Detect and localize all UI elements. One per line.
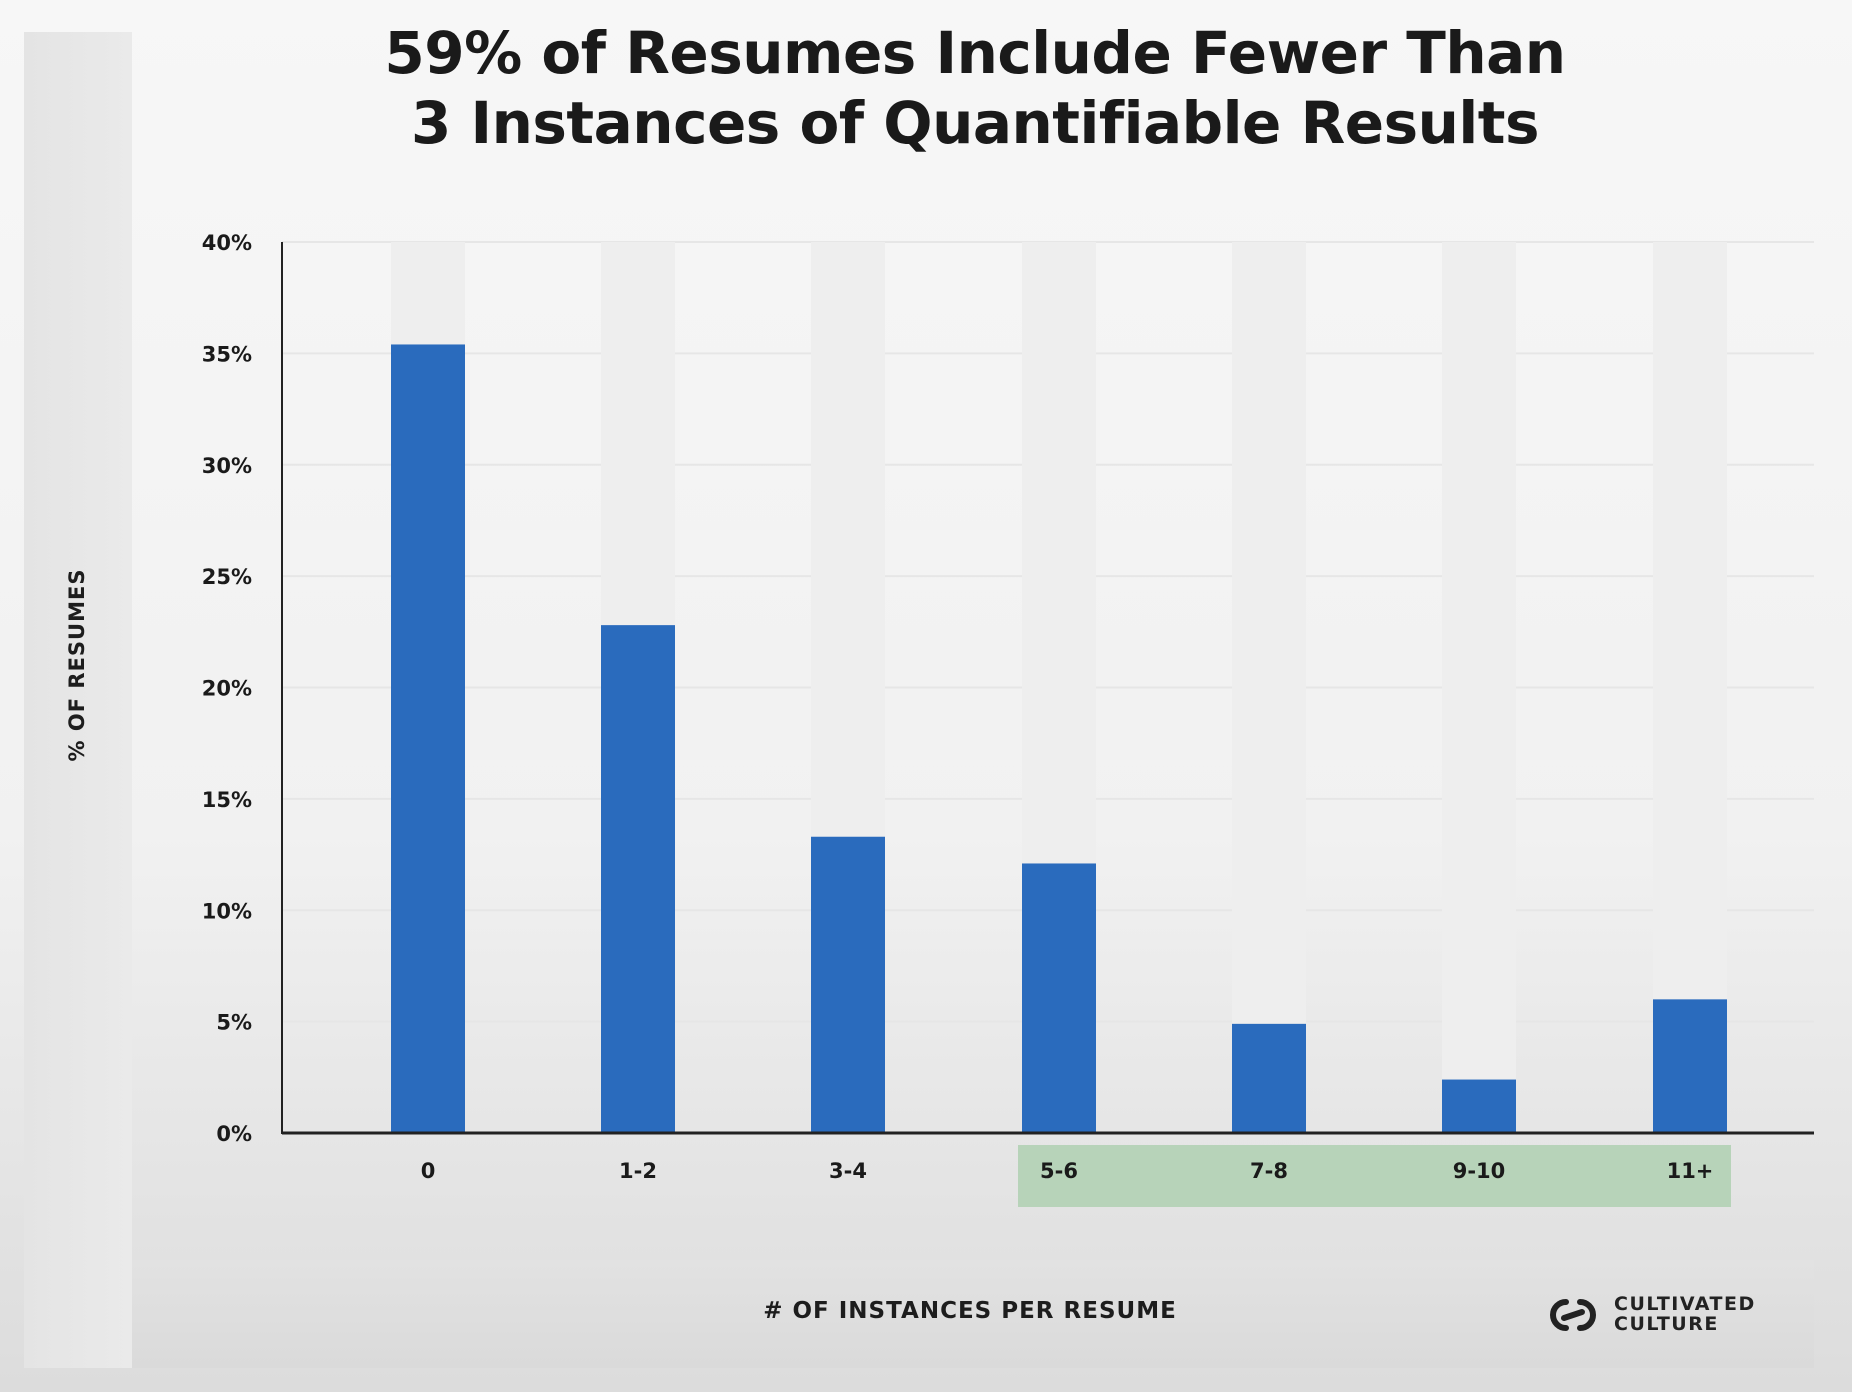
bar-3 <box>1022 863 1096 1133</box>
brand-name-line-2: CULTURE <box>1614 1313 1719 1335</box>
y-tick-label-3: 15% <box>202 788 252 812</box>
bar-4 <box>1232 1023 1306 1133</box>
y-axis-panel <box>24 32 132 1368</box>
brand-logo: CULTIVATED CULTURE <box>1544 1290 1784 1340</box>
y-tick-label-7: 35% <box>202 342 252 366</box>
x-tick-label-5: 9-10 <box>1453 1159 1506 1183</box>
y-tick-labels: 0% 5% 10% 15% 20% 25% 30% 35% 40% <box>202 231 252 1146</box>
bar-track-6 <box>1653 242 1727 1133</box>
y-tick-label-8: 40% <box>202 231 252 255</box>
x-tick-label-0: 0 <box>421 1159 436 1183</box>
brand-name-line-1: CULTIVATED <box>1614 1293 1756 1315</box>
y-tick-label-5: 25% <box>202 565 252 589</box>
bar-1 <box>601 625 675 1133</box>
x-axis-panel <box>132 1260 1814 1368</box>
x-tick-label-2: 3-4 <box>829 1159 867 1183</box>
y-tick-label-4: 20% <box>202 677 252 701</box>
brand-name: CULTIVATED CULTURE <box>1614 1294 1756 1334</box>
x-tick-label-1: 1-2 <box>619 1159 657 1183</box>
y-tick-label-2: 10% <box>202 899 252 923</box>
bar-track-4 <box>1232 242 1306 1133</box>
bar-5 <box>1442 1079 1516 1133</box>
chart-title-line-1: 59% of Resumes Include Fewer Than <box>384 19 1566 87</box>
y-tick-label-0: 0% <box>216 1122 252 1146</box>
y-tick-label-6: 30% <box>202 454 252 478</box>
bar-0 <box>391 344 465 1134</box>
x-tick-labels: 0 1-2 3-4 5-6 7-8 9-10 11+ <box>421 1159 1714 1183</box>
highlight-band <box>1018 1145 1731 1207</box>
bar-6 <box>1653 999 1727 1133</box>
chart-title: 59% of Resumes Include Fewer Than 3 Inst… <box>150 18 1800 158</box>
x-tick-label-3: 5-6 <box>1040 1159 1078 1183</box>
bar-track-5 <box>1442 242 1516 1133</box>
chart-title-line-2: 3 Instances of Quantifiable Results <box>410 89 1540 157</box>
bar-layer <box>391 344 1727 1134</box>
x-axis-title: # OF INSTANCES PER RESUME <box>763 1298 1177 1324</box>
axis-layer <box>281 242 1814 1135</box>
x-tick-label-4: 7-8 <box>1250 1159 1288 1183</box>
x-tick-label-6: 11+ <box>1667 1159 1714 1183</box>
bar-2 <box>811 836 885 1133</box>
y-tick-label-1: 5% <box>216 1011 252 1035</box>
highlight-layer <box>1018 1145 1731 1207</box>
chain-link-icon <box>1550 1299 1596 1331</box>
